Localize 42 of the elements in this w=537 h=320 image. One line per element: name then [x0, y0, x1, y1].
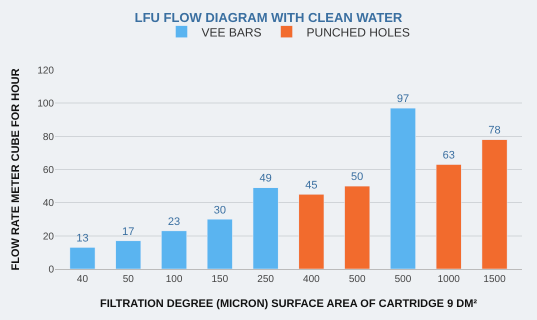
x-tick-label: 1000	[438, 274, 460, 285]
x-tick-label: 150	[211, 274, 229, 285]
x-tick-label: 50	[122, 274, 134, 285]
bar	[252, 187, 278, 269]
y-tick-label: 100	[37, 98, 54, 110]
x-tick-label: 250	[257, 274, 274, 285]
data-label: 13	[76, 232, 89, 244]
data-label: 30	[214, 204, 226, 216]
bar	[344, 186, 370, 269]
y-tick-label: 60	[42, 165, 54, 176]
data-label: 49	[259, 172, 272, 185]
bar	[298, 194, 324, 269]
bar	[161, 230, 187, 269]
y-tick-label: 80	[42, 132, 54, 143]
chart-title: LFU FLOW DIAGRAM WITH CLEAN WATER	[134, 10, 403, 25]
y-tick-label: 40	[42, 198, 54, 210]
data-label: 78	[488, 124, 501, 137]
data-label: 97	[396, 93, 410, 106]
data-label: 45	[305, 179, 318, 192]
bar	[390, 108, 416, 269]
legend-label: PUNCHED HOLES	[306, 25, 410, 40]
x-tick-label: 100	[166, 274, 183, 285]
x-axis-title: FILTRATION DEGREE (MICRON) SURFACE AREA OF CARTRIDGE 9 DM²	[100, 298, 478, 310]
y-tick-label: 20	[42, 231, 54, 242]
data-label: 23	[168, 216, 180, 228]
x-tick-label: 40	[76, 274, 88, 285]
legend-label: VEE BARS	[202, 25, 262, 40]
bar	[70, 247, 96, 269]
x-tick-label: 500	[394, 274, 412, 285]
y-tick-label: 0	[48, 264, 54, 276]
data-label: 17	[122, 226, 134, 238]
data-label: 50	[351, 171, 364, 184]
bar	[206, 219, 233, 269]
data-label: 63	[442, 150, 455, 162]
x-tick-label: 500	[348, 274, 366, 285]
y-tick-label: 120	[37, 66, 54, 76]
bar	[482, 139, 508, 269]
y-axis-title: FLOW RATE METER CUBE FOR HOUR	[10, 68, 22, 271]
x-tick-label: 1500	[483, 274, 506, 285]
x-tick-label: 400	[303, 274, 320, 285]
bar	[436, 164, 462, 269]
bar	[115, 240, 142, 269]
